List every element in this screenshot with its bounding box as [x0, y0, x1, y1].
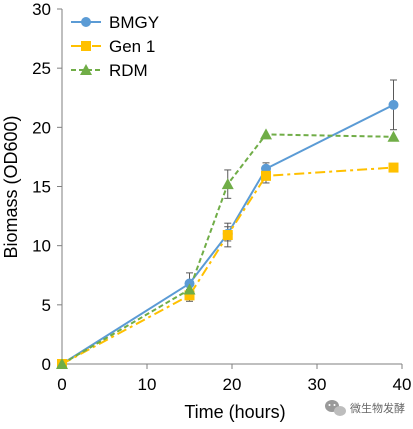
x-tick-label: 40: [393, 375, 412, 394]
y-tick-label: 15: [32, 178, 51, 197]
data-point-rdm: [260, 128, 272, 140]
wechat-icon: [325, 400, 346, 416]
y-tick-label: 10: [32, 237, 51, 256]
data-point-gen-1: [222, 230, 233, 241]
legend-item-rdm: RDM: [71, 61, 148, 80]
legend-label: RDM: [109, 61, 148, 80]
y-tick-label: 0: [42, 355, 51, 374]
watermark-text: 微生物发酵: [350, 401, 405, 415]
legend: BMGY Gen 1 RDM: [71, 13, 159, 80]
x-axis-title: Time (hours): [184, 402, 285, 422]
legend-item-bmgy: BMGY: [71, 13, 159, 32]
legend-label: BMGY: [109, 13, 159, 32]
data-point-rdm: [221, 178, 234, 190]
x-tick-label: 20: [223, 375, 242, 394]
legend-marker: [80, 64, 92, 75]
y-tick-label: 20: [32, 118, 51, 137]
data-point-gen-1: [388, 162, 399, 173]
y-tick-label: 25: [32, 59, 51, 78]
data-point-rdm: [387, 130, 400, 142]
y-tick-label: 30: [32, 0, 51, 19]
legend-marker: [81, 41, 91, 51]
legend-marker: [81, 17, 91, 27]
watermark: 微生物发酵: [325, 400, 405, 416]
x-tick-label: 0: [57, 375, 66, 394]
series-line-rdm: [61, 133, 394, 365]
legend-label: Gen 1: [109, 37, 155, 56]
data-point-gen-1: [261, 170, 271, 181]
x-tick-label: 10: [138, 375, 157, 394]
y-axis-title: Biomass (OD600): [1, 115, 21, 258]
legend-item-gen-1: Gen 1: [71, 37, 155, 56]
data-point-rdm: [183, 283, 196, 295]
data-point-bmgy: [388, 99, 399, 110]
x-tick-label: 30: [308, 375, 327, 394]
data-point-rdm: [56, 358, 68, 369]
y-tick-label: 5: [42, 296, 51, 315]
data-point-gen-1: [184, 290, 195, 301]
